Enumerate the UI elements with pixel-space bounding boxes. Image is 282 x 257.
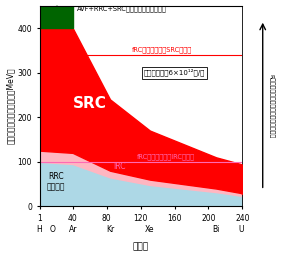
Text: RRC
（現状）: RRC （現状）	[47, 172, 65, 191]
Text: Kr: Kr	[106, 225, 114, 234]
X-axis label: 質量数: 質量数	[133, 242, 149, 251]
Text: fRCを用いる時のSRCの出力: fRCを用いる時のSRCの出力	[132, 46, 192, 53]
Polygon shape	[39, 6, 73, 28]
Text: Bi: Bi	[212, 225, 220, 234]
Text: Xe: Xe	[145, 225, 155, 234]
Text: Rビーム条件に必要なエネルギー範囲: Rビーム条件に必要なエネルギー範囲	[269, 74, 274, 138]
Text: H: H	[37, 225, 43, 234]
Text: fRCを用いる時のIRCの出力: fRCを用いる時のIRCの出力	[137, 153, 195, 160]
Text: ビーム強度＝6×10¹²個/秒: ビーム強度＝6×10¹²個/秒	[144, 69, 205, 76]
Text: IRC: IRC	[113, 162, 125, 171]
Text: Ar: Ar	[69, 225, 77, 234]
Text: AVF+RRC+SRCの組み合わせでの出力: AVF+RRC+SRCの組み合わせでの出力	[54, 6, 167, 12]
Y-axis label: 核子あたりのエネルギー（MeV）: 核子あたりのエネルギー（MeV）	[6, 68, 15, 144]
Text: U: U	[238, 225, 243, 234]
Text: O: O	[49, 225, 55, 234]
Text: SRC: SRC	[73, 96, 107, 111]
